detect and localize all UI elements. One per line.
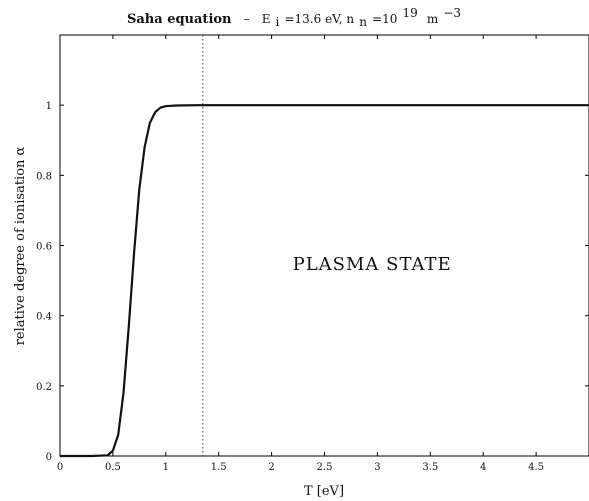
x-tick-label: 0 [57, 462, 63, 473]
y-tick-label: 0.4 [36, 312, 52, 323]
title-energy-label: E [262, 12, 271, 26]
x-tick-label: 4.5 [528, 462, 544, 473]
x-tick-label: 4 [480, 462, 486, 473]
chart-title: Saha equation – E i =13.6 eV, n n =10 19… [127, 2, 461, 30]
y-tick-label: 0 [46, 452, 52, 463]
y-tick-label: 1 [46, 101, 52, 112]
plasma-state-annotation: PLASMA STATE [293, 254, 452, 275]
y-axis-label: relative degree of ionisation α [13, 146, 28, 345]
axis-ticks [59, 35, 589, 457]
series-line [60, 104, 589, 458]
title-unit: m [427, 12, 439, 26]
y-tick-label: 0.2 [36, 382, 52, 393]
title-density-exp: 19 [402, 6, 417, 20]
tick-labels: 0 0.5 1 1.5 2 2.5 3 3.5 4 4.5 0 0.2 0.4 0.6 0.8 1 [36, 101, 544, 473]
title-main: Saha equation [127, 12, 232, 27]
y-tick-label: 0.6 [36, 242, 52, 253]
x-axis-label: T [eV] [304, 484, 344, 499]
title-energy-value: =13.6 eV, n [284, 12, 354, 26]
x-tick-label: 2 [268, 462, 274, 473]
title-unit-exp: −3 [443, 6, 461, 20]
x-tick-label: 3.5 [422, 462, 438, 473]
plot-frame [59, 34, 589, 457]
title-density-base: =10 [372, 12, 397, 26]
x-tick-label: 3 [374, 462, 380, 473]
title-energy-sub: i [276, 15, 280, 29]
x-tick-label: 2.5 [317, 462, 333, 473]
y-tick-label: 0.8 [36, 171, 52, 182]
x-tick-label: 0.5 [105, 462, 121, 473]
title-dash: – [244, 12, 250, 26]
x-tick-label: 1.5 [211, 462, 227, 473]
x-tick-label: 1 [163, 462, 169, 473]
title-density-sub: n [359, 15, 367, 29]
